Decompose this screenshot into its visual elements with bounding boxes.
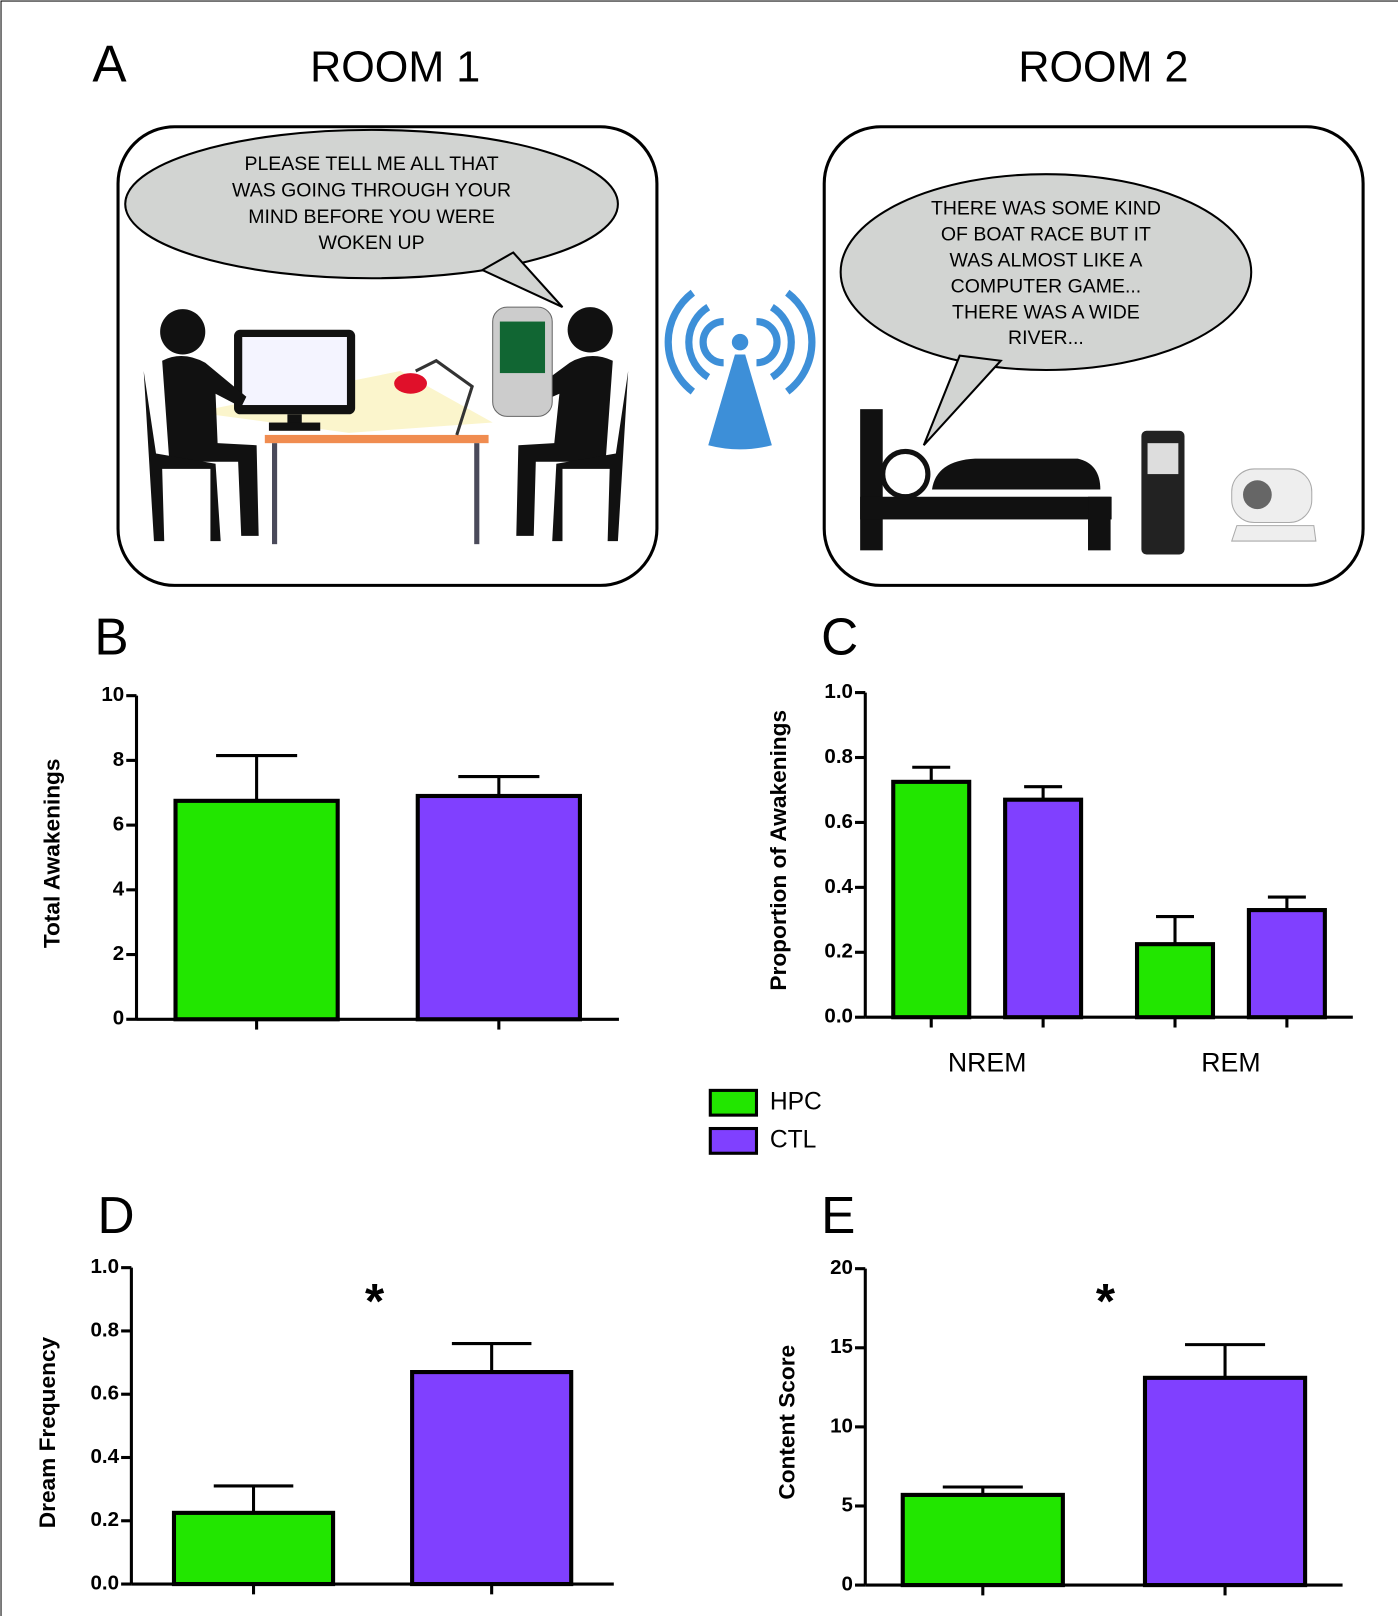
page: A ROOM 1 ROOM 2 <box>0 0 1398 1616</box>
bar <box>174 1513 333 1584</box>
y-tick-label: 2 <box>113 942 124 965</box>
speech-line: WAS GOING THROUGH YOUR <box>232 179 511 201</box>
figure: A ROOM 1 ROOM 2 <box>0 0 1398 1616</box>
y-axis-label: Dream Frequency <box>35 1336 60 1528</box>
y-tick-label: 0.4 <box>824 875 853 898</box>
speech-line: PLEASE TELL ME ALL THAT <box>244 153 498 175</box>
y-tick-label: 0 <box>113 1007 124 1030</box>
panel-label: D <box>98 1186 135 1244</box>
y-tick-label: 10 <box>101 683 124 706</box>
legend: HPC CTL <box>710 1088 822 1153</box>
panel-label: C <box>821 608 858 666</box>
legend-label: HPC <box>770 1088 822 1115</box>
speech-line: MIND BEFORE YOU WERE <box>248 206 495 228</box>
speech-line: OF BOAT RACE BUT IT <box>941 223 1151 245</box>
y-tick-label: 0 <box>842 1572 853 1595</box>
y-tick-label: 0.8 <box>91 1318 120 1341</box>
bar <box>176 801 338 1019</box>
y-tick-label: 0.0 <box>91 1571 120 1594</box>
speech-line: THERE WAS SOME KIND <box>931 197 1161 219</box>
bar <box>1137 944 1213 1017</box>
y-axis-label: Proportion of Awakenings <box>766 710 791 991</box>
bar <box>903 1495 1063 1585</box>
panel-label: E <box>821 1186 855 1244</box>
x-tick-label: NREM <box>948 1048 1027 1078</box>
room-title: ROOM 2 <box>1018 43 1188 91</box>
y-tick-label: 8 <box>113 748 124 771</box>
panel-label: A <box>92 35 127 93</box>
bar <box>1005 800 1081 1018</box>
y-tick-label: 0.2 <box>824 940 853 963</box>
y-tick-label: 15 <box>830 1335 853 1358</box>
bar <box>1145 1378 1305 1585</box>
legend-swatch <box>710 1129 756 1154</box>
y-tick-label: 6 <box>113 813 124 836</box>
y-tick-label: 4 <box>113 877 125 900</box>
y-tick-label: 0.8 <box>824 745 853 768</box>
speech-line: THERE WAS A WIDE <box>952 301 1140 323</box>
bar <box>893 782 969 1017</box>
speech-line: COMPUTER GAME... <box>951 275 1142 297</box>
y-axis-label: Content Score <box>774 1345 799 1500</box>
panel-label: B <box>94 608 128 666</box>
x-tick-label: REM <box>1201 1048 1260 1078</box>
speech-line: WOKEN UP <box>318 232 424 254</box>
y-axis-label: Total Awakenings <box>39 759 64 949</box>
bar <box>418 796 580 1019</box>
bar <box>412 1372 571 1584</box>
legend-label: CTL <box>770 1126 817 1153</box>
y-tick-label: 0.6 <box>91 1382 120 1405</box>
legend-swatch <box>710 1090 756 1115</box>
significance-mark: * <box>1096 1274 1116 1329</box>
y-tick-label: 5 <box>842 1493 853 1516</box>
speech-line: WAS ALMOST LIKE A <box>950 249 1143 271</box>
y-tick-label: 0.6 <box>824 810 853 833</box>
significance-mark: * <box>365 1274 385 1329</box>
y-tick-label: 0.4 <box>91 1445 120 1468</box>
y-tick-label: 1.0 <box>91 1255 120 1278</box>
y-tick-label: 1.0 <box>824 680 853 703</box>
bar <box>1249 910 1325 1017</box>
y-tick-label: 20 <box>830 1256 853 1279</box>
y-tick-label: 0.2 <box>91 1508 120 1531</box>
wifi-icon <box>668 293 812 450</box>
y-tick-label: 0.0 <box>824 1005 853 1028</box>
speech-line: RIVER... <box>1008 327 1084 349</box>
y-tick-label: 10 <box>830 1414 853 1437</box>
room-title: ROOM 1 <box>310 43 480 91</box>
